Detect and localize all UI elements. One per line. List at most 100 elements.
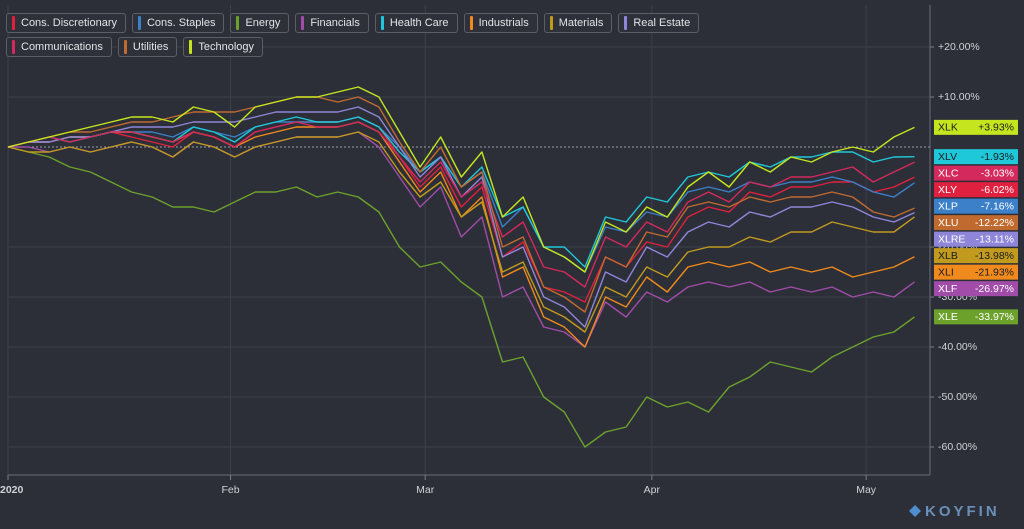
end-tag: XLP -7.16% xyxy=(934,198,1018,214)
end-tag-box xyxy=(934,149,1018,165)
legend-swatch xyxy=(137,16,141,30)
end-tag: XLU -12.22% xyxy=(934,215,1018,231)
series-line xyxy=(7,96,915,313)
legend-item[interactable]: Energy xyxy=(230,13,290,33)
end-tag-value: -33.97% xyxy=(975,311,1014,323)
end-tag-box xyxy=(934,198,1018,214)
end-tag-value: -12.22% xyxy=(975,217,1014,229)
end-tag: XLK +3.93% xyxy=(934,119,1018,135)
legend-swatch xyxy=(624,16,628,30)
logo-icon xyxy=(909,505,921,517)
legend-label: Materials xyxy=(558,17,604,29)
end-tag-value: +3.93% xyxy=(978,122,1014,134)
legend-item[interactable]: Industrials xyxy=(463,13,538,33)
end-tag-value: -21.93% xyxy=(975,266,1014,278)
legend: Cons. Discretionary Cons. Staples Energy Fi… xyxy=(6,13,806,57)
end-tag-box xyxy=(934,182,1018,198)
end-tag-box xyxy=(934,264,1018,280)
legend-swatch xyxy=(12,40,15,54)
legend-label: Real Estate xyxy=(633,17,691,29)
legend-label: Cons. Discretionary xyxy=(21,17,117,29)
logo: KOYFIN xyxy=(909,503,1000,520)
x-tick-label: Mar xyxy=(416,484,435,496)
end-tag-ticker: XLC xyxy=(938,167,959,179)
end-tag-ticker: XLV xyxy=(938,151,957,163)
series-line xyxy=(7,121,915,348)
legend-swatch xyxy=(123,40,127,54)
legend-swatch xyxy=(189,40,193,54)
end-tag: XLV -1.93% xyxy=(934,149,1018,165)
end-tag-ticker: XLRE xyxy=(938,233,965,245)
legend-label: Cons. Staples xyxy=(146,17,216,29)
end-tag: XLI -21.93% xyxy=(934,264,1018,280)
legend-label: Communications xyxy=(21,41,103,53)
legend-item[interactable]: Cons. Staples xyxy=(131,13,225,33)
end-tag-ticker: XLF xyxy=(938,283,957,295)
end-tag-ticker: XLK xyxy=(938,122,958,134)
legend-swatch xyxy=(469,16,473,30)
end-tag-box xyxy=(934,231,1018,247)
series-line xyxy=(7,146,915,448)
series-line xyxy=(7,116,915,303)
legend-swatch xyxy=(301,16,305,30)
legend-item[interactable]: Technology xyxy=(183,37,264,57)
legend-swatch xyxy=(236,16,240,30)
end-tag-value: -26.97% xyxy=(975,283,1014,295)
legend-label: Financials xyxy=(310,17,360,29)
end-tag-box xyxy=(934,215,1018,231)
end-tag: XLRE -13.11% xyxy=(934,231,1018,247)
legend-item[interactable]: Utilities xyxy=(117,37,178,57)
brand: KOYFIN xyxy=(925,503,1000,520)
series-line xyxy=(8,131,915,348)
legend-swatch xyxy=(549,16,553,30)
end-tag: XLE -33.97% xyxy=(934,309,1018,325)
end-tag-box xyxy=(934,165,1018,181)
legend-label: Technology xyxy=(198,41,255,53)
y-tick-label: +20.00% xyxy=(938,41,980,53)
x-tick-label: 2020 xyxy=(0,484,24,496)
legend-item[interactable]: Communications xyxy=(6,37,112,57)
end-tag-ticker: XLU xyxy=(938,217,958,229)
legend-item[interactable]: Health Care xyxy=(374,13,458,33)
end-tag-value: -13.11% xyxy=(976,233,1014,245)
end-tag-box xyxy=(934,119,1018,135)
end-tag: XLB -13.98% xyxy=(934,248,1018,264)
end-tag-box xyxy=(934,248,1018,264)
x-tick-label: Apr xyxy=(644,484,661,496)
y-tick-label: -40.00% xyxy=(938,341,977,353)
y-tick-label: -60.00% xyxy=(938,441,977,453)
end-tag-ticker: XLB xyxy=(938,250,958,262)
legend-swatch xyxy=(380,16,384,30)
end-tag-value: -13.98% xyxy=(975,250,1014,262)
x-tick-label: Feb xyxy=(221,484,239,496)
end-tag-ticker: XLY xyxy=(938,184,957,196)
x-tick-label: May xyxy=(856,484,877,496)
legend-item[interactable]: Financials xyxy=(295,13,369,33)
legend-label: Health Care xyxy=(389,17,449,29)
end-tag-value: -3.03% xyxy=(981,167,1014,179)
end-tag-value: -1.93% xyxy=(981,151,1014,163)
legend-item[interactable]: Real Estate xyxy=(618,13,700,33)
end-tag-value: -7.16% xyxy=(981,200,1014,212)
series-line xyxy=(7,86,915,273)
y-tick-label: -50.00% xyxy=(938,391,977,403)
series-line xyxy=(7,131,915,333)
y-tick-label: +10.00% xyxy=(938,91,980,103)
end-tag-ticker: XLE xyxy=(938,311,958,323)
end-tag-box xyxy=(934,281,1018,297)
end-tag: XLF -26.97% xyxy=(934,281,1018,297)
legend-swatch xyxy=(12,16,15,30)
end-tag: XLY -6.02% xyxy=(934,182,1018,198)
legend-label: Energy xyxy=(245,17,281,29)
end-tag-box xyxy=(934,309,1018,325)
end-tag: XLC -3.03% xyxy=(934,165,1018,181)
legend-label: Utilities xyxy=(132,41,169,53)
legend-item[interactable]: Materials xyxy=(543,13,613,33)
legend-label: Industrials xyxy=(478,17,529,29)
end-tag-value: -6.02% xyxy=(981,184,1014,196)
series-line xyxy=(7,121,915,288)
legend-item[interactable]: Cons. Discretionary xyxy=(6,13,126,33)
end-tag-ticker: XLP xyxy=(938,200,958,212)
